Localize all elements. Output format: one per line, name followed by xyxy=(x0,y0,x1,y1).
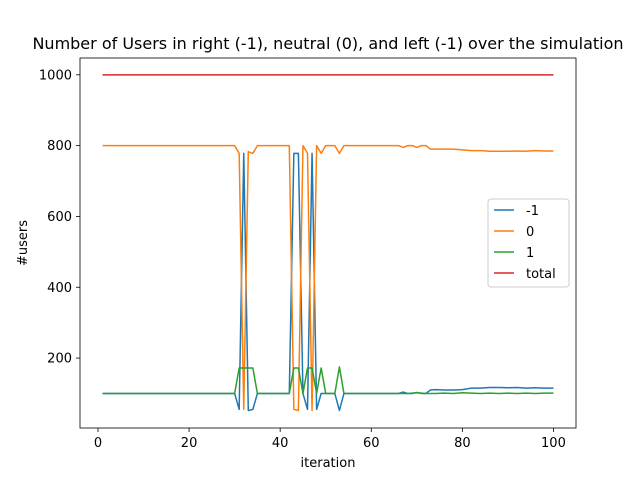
y-tick-label: 1000 xyxy=(39,68,72,83)
chart-title: Number of Users in right (-1), neutral (… xyxy=(32,34,623,53)
legend-label: total xyxy=(526,267,556,282)
series-line-1 xyxy=(102,144,554,412)
x-tick-label: 20 xyxy=(181,436,198,451)
legend-label: -1 xyxy=(526,204,539,219)
plot-area xyxy=(79,57,577,429)
x-axis: 0 20 40 60 80 100 xyxy=(94,428,566,451)
legend-label: 0 xyxy=(526,225,534,240)
plot-frame xyxy=(79,57,577,429)
y-tick-label: 200 xyxy=(47,352,72,367)
y-axis-title: #users xyxy=(16,220,31,266)
y-tick-label: 800 xyxy=(47,139,72,154)
x-axis-title: iteration xyxy=(301,456,356,471)
x-tick-label: 0 xyxy=(94,436,102,451)
y-tick-label: 600 xyxy=(47,210,72,225)
y-tick-label: 400 xyxy=(47,281,72,296)
x-tick-label: 100 xyxy=(541,436,566,451)
y-axis: 200 400 600 800 1000 xyxy=(39,68,80,367)
series-line-0 xyxy=(102,152,554,412)
x-tick-label: 60 xyxy=(363,436,380,451)
legend-label: 1 xyxy=(526,246,534,261)
series-line-2 xyxy=(102,366,554,395)
legend: -1 0 1 total xyxy=(487,198,570,288)
x-tick-label: 80 xyxy=(454,436,471,451)
legend-box xyxy=(487,198,570,288)
x-tick-label: 40 xyxy=(272,436,289,451)
